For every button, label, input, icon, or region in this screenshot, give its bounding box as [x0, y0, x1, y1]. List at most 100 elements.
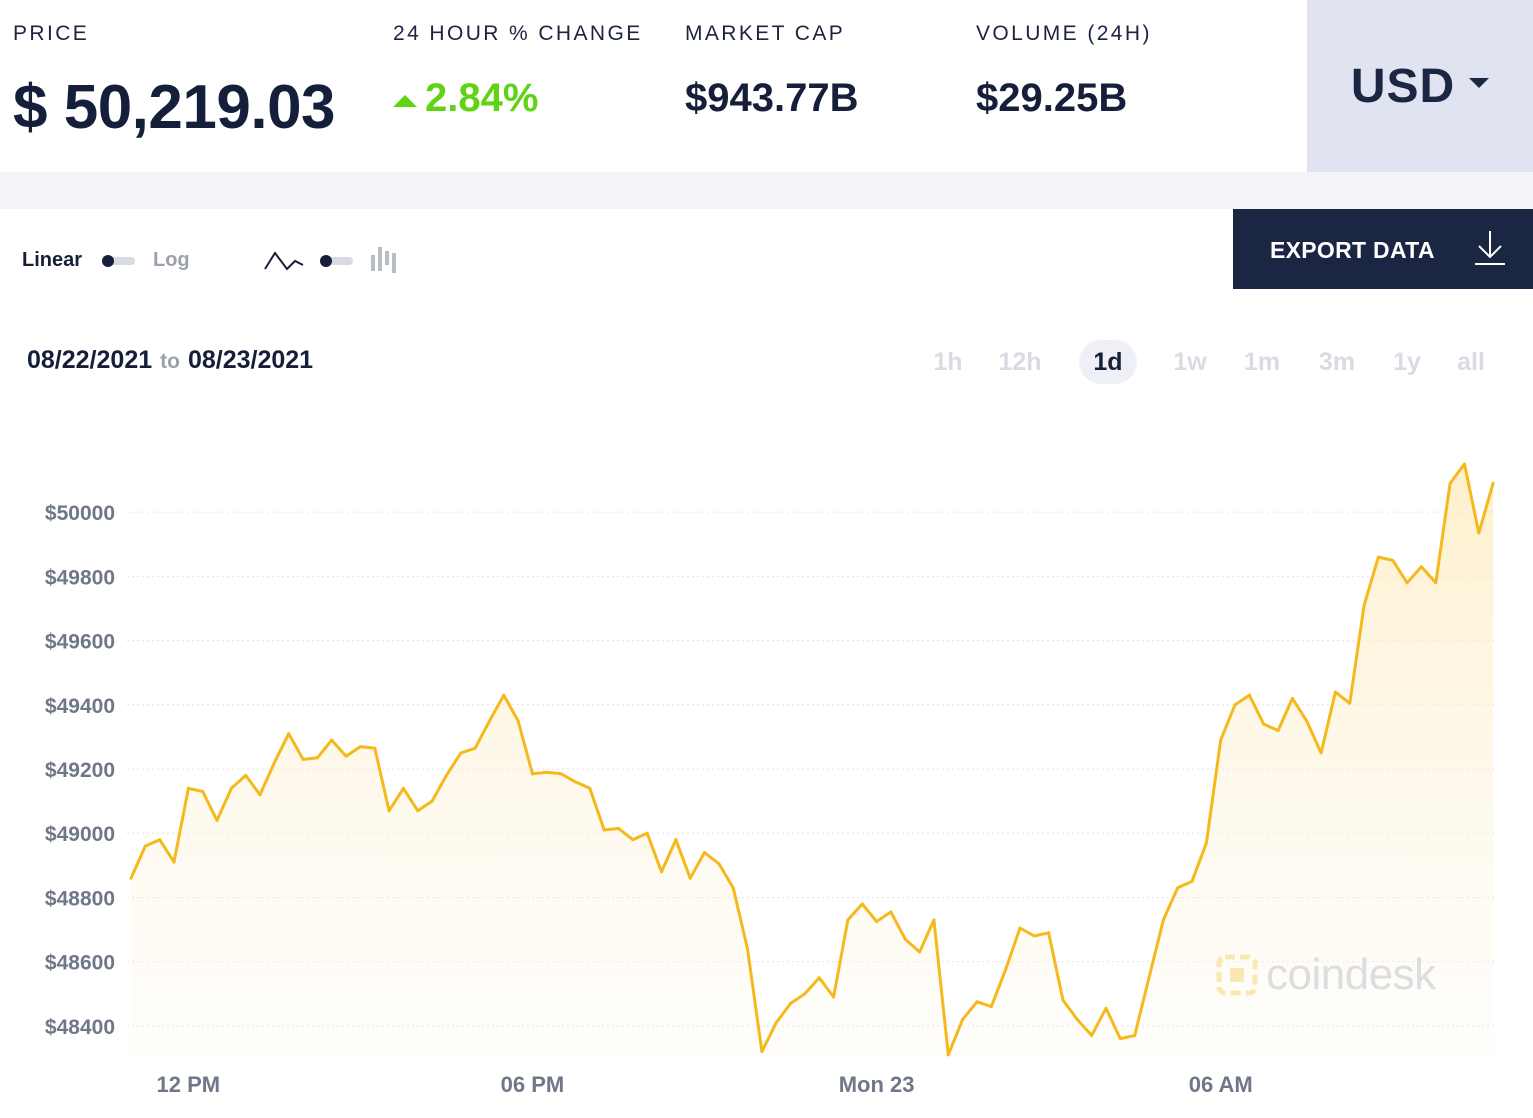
- data-point: [129, 876, 133, 880]
- download-icon: [1475, 231, 1505, 265]
- data-point: [330, 738, 334, 742]
- scale-log-label[interactable]: Log: [153, 249, 190, 271]
- market-cap-value: $943.77B: [685, 76, 859, 120]
- currency-dropdown[interactable]: USD: [1307, 0, 1533, 172]
- data-point: [1405, 581, 1409, 585]
- data-point: [401, 786, 405, 790]
- period-3m[interactable]: 3m: [1318, 348, 1356, 376]
- watermark-text: coindesk: [1266, 950, 1436, 999]
- data-point: [358, 745, 362, 749]
- y-tick-label: $48800: [45, 887, 115, 910]
- data-point: [746, 947, 750, 951]
- data-point: [717, 862, 721, 866]
- range-to-word: to: [160, 350, 180, 373]
- price-label: PRICE: [13, 22, 90, 45]
- data-point: [1305, 719, 1309, 723]
- data-point: [731, 886, 735, 890]
- currency-label: USD: [1350, 59, 1456, 113]
- y-tick-label: $49600: [45, 631, 115, 654]
- data-point: [1247, 693, 1251, 697]
- data-point: [229, 786, 233, 790]
- caret-down-icon: [1469, 78, 1490, 88]
- data-point: [1161, 918, 1165, 922]
- data-point: [530, 772, 534, 776]
- data-point: [1434, 581, 1438, 585]
- data-point: [1233, 703, 1237, 707]
- data-point: [272, 761, 276, 765]
- coindesk-watermark: coindesk: [1216, 950, 1436, 1000]
- coindesk-logo-icon: [1216, 954, 1258, 996]
- chart-type-toggle[interactable]: [320, 255, 353, 267]
- change-value: 2.84%: [425, 76, 539, 120]
- data-point: [287, 732, 291, 736]
- data-point: [1176, 886, 1180, 890]
- data-point: [660, 870, 664, 874]
- line-chart-icon[interactable]: [263, 247, 305, 275]
- y-tick-label: $49200: [45, 759, 115, 782]
- data-point: [602, 828, 606, 832]
- y-tick-label: $50000: [45, 502, 115, 525]
- data-point: [1319, 751, 1323, 755]
- scale-linear-label[interactable]: Linear: [22, 249, 83, 271]
- separator-band: [0, 172, 1533, 209]
- data-point: [889, 910, 893, 914]
- period-1w[interactable]: 1w: [1173, 348, 1207, 376]
- data-point: [918, 950, 922, 954]
- data-point: [1448, 481, 1452, 485]
- x-tick-label: 06 PM: [501, 1072, 565, 1097]
- y-tick-label: $49400: [45, 695, 115, 718]
- period-all[interactable]: all: [1457, 348, 1485, 376]
- period-1y[interactable]: 1y: [1393, 348, 1421, 376]
- data-point: [1391, 558, 1395, 562]
- data-point: [1491, 481, 1495, 485]
- period-1h[interactable]: 1h: [933, 348, 963, 376]
- data-point: [946, 1053, 950, 1057]
- data-point: [459, 751, 463, 755]
- data-point: [932, 918, 936, 922]
- data-point: [1219, 738, 1223, 742]
- data-point: [301, 757, 305, 761]
- scale-toggle[interactable]: [102, 255, 135, 267]
- data-point: [803, 992, 807, 996]
- price-value: $ 50,219.03: [13, 73, 336, 142]
- range-from[interactable]: 08/22/2021: [27, 346, 153, 374]
- y-axis: $48400 $48600 $48800 $49000 $49200 $49400 $496…: [45, 502, 115, 1039]
- data-point: [789, 1001, 793, 1005]
- data-point: [703, 851, 707, 855]
- data-point: [846, 918, 850, 922]
- export-data-button[interactable]: EXPORT DATA: [1233, 209, 1533, 289]
- data-point: [1147, 976, 1151, 980]
- data-point: [559, 772, 563, 776]
- stats-bar: PRICE $ 50,219.03 24 HOUR % CHANGE 2.84%…: [0, 0, 1533, 172]
- data-point: [244, 773, 248, 777]
- data-point: [903, 937, 907, 941]
- price-points: [129, 462, 1495, 1057]
- data-point: [688, 876, 692, 880]
- x-axis: 12 PM 06 PM Mon 23 06 AM: [157, 1072, 1253, 1097]
- y-tick-label: $49800: [45, 566, 115, 589]
- data-point: [1104, 1006, 1108, 1010]
- market-cap-label: MARKET CAP: [685, 22, 846, 45]
- data-point: [1118, 1037, 1122, 1041]
- data-point: [1075, 1017, 1079, 1021]
- data-point: [444, 773, 448, 777]
- range-to[interactable]: 08/23/2021: [187, 346, 314, 374]
- data-point: [158, 838, 162, 842]
- export-data-label: EXPORT DATA: [1270, 237, 1435, 263]
- data-point: [573, 780, 577, 784]
- data-point: [1018, 926, 1022, 930]
- bar-chart-icon[interactable]: [370, 245, 398, 275]
- data-point: [674, 838, 678, 842]
- toggle-knob: [320, 255, 332, 267]
- data-point: [1419, 565, 1423, 569]
- period-1d[interactable]: 1d: [1079, 340, 1137, 384]
- period-12h[interactable]: 12h: [998, 348, 1042, 376]
- period-1m[interactable]: 1m: [1243, 348, 1281, 376]
- data-point: [1333, 690, 1337, 694]
- data-point: [373, 746, 377, 750]
- volume-label: VOLUME (24H): [976, 22, 1152, 45]
- x-tick-label: Mon 23: [839, 1072, 915, 1097]
- volume-value: $29.25B: [976, 76, 1128, 120]
- data-point: [645, 831, 649, 835]
- date-range: 08/22/2021 to 08/23/2021: [27, 346, 313, 375]
